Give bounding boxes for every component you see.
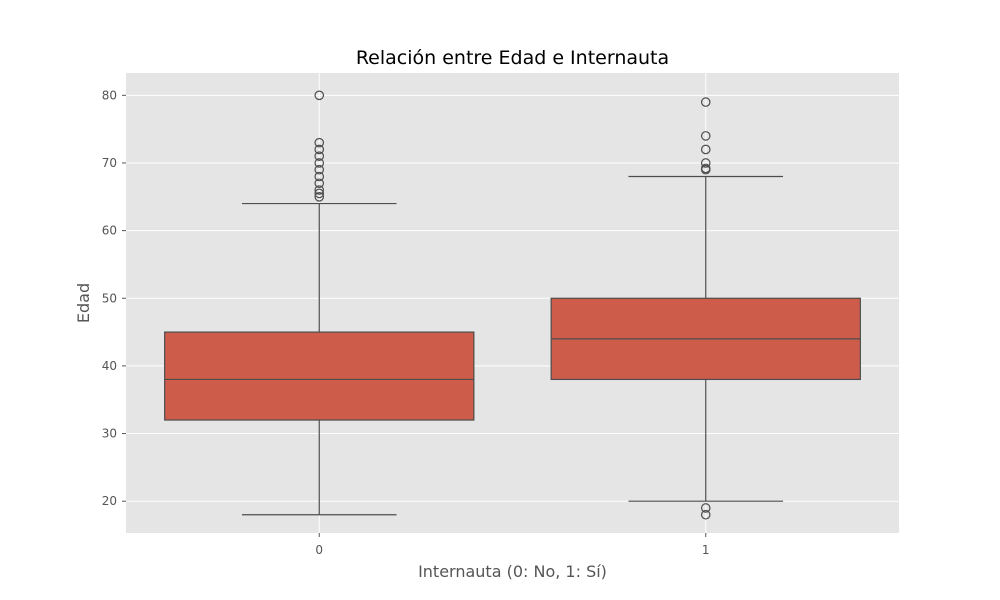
y-tick-label: 60	[102, 224, 117, 238]
outlier-point	[700, 163, 711, 174]
boxes-layer	[164, 90, 861, 520]
ticks-layer: 20 30 40 50 60 70 80 0 1	[102, 88, 710, 557]
y-tick-label: 40	[102, 359, 117, 373]
outlier-point	[314, 151, 325, 162]
outlier-point	[314, 164, 325, 175]
y-tick-label: 80	[102, 88, 117, 102]
outlier-point	[700, 503, 711, 513]
y-tick-label: 70	[102, 156, 117, 170]
x-tick-label: 0	[315, 543, 323, 557]
outlier-point	[314, 171, 325, 182]
box-group-0	[164, 90, 475, 516]
outlier-point	[314, 191, 325, 202]
outlier-point	[700, 131, 711, 141]
outlier-point	[314, 137, 325, 148]
outlier-point	[314, 90, 325, 101]
outlier-point	[700, 97, 711, 107]
box-group-1	[550, 97, 861, 520]
outlier-point	[314, 158, 325, 168]
outlier-point	[314, 185, 325, 195]
outlier-point	[314, 178, 325, 189]
chart-title: Relación entre Edad e Internauta	[356, 47, 669, 69]
y-tick-label: 20	[102, 494, 117, 508]
y-axis-label: Edad	[74, 283, 93, 323]
x-tick-label: 1	[702, 543, 710, 557]
outlier-point	[700, 509, 711, 520]
outlier-point	[314, 144, 325, 155]
outlier-point	[700, 158, 711, 168]
outlier-point	[700, 144, 711, 155]
y-tick-label: 50	[102, 291, 117, 305]
y-tick-label: 30	[102, 427, 117, 441]
outlier-point	[314, 188, 325, 199]
iqr-box	[164, 331, 475, 421]
x-axis-label: Internauta (0: No, 1: Sí)	[418, 562, 607, 581]
